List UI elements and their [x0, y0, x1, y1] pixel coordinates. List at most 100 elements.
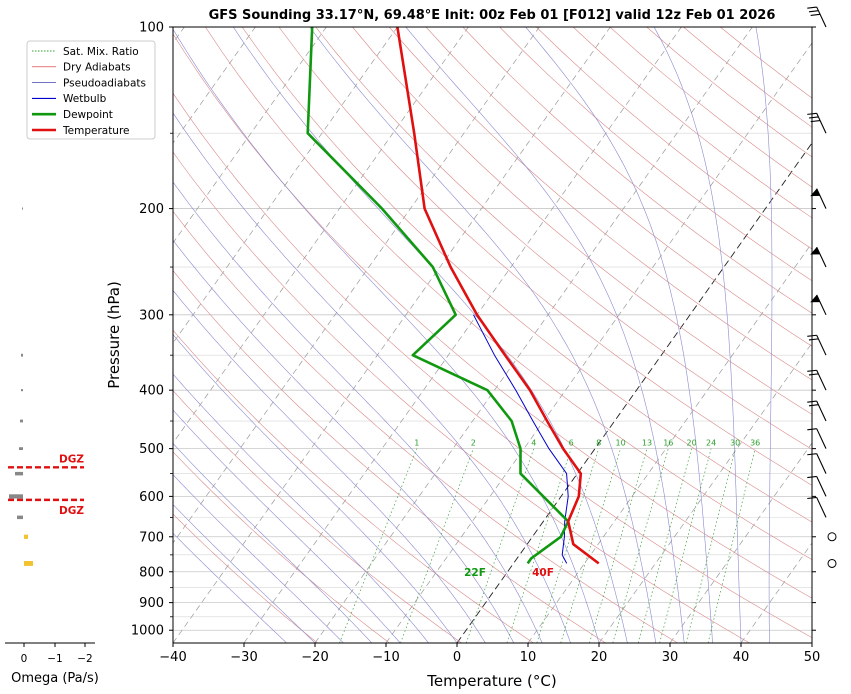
surface-dewpoint-label: 22F [464, 567, 486, 579]
barb-flag [808, 338, 819, 341]
y-tick-label: 1000 [131, 624, 164, 639]
wind-barb [807, 112, 827, 134]
y-tick-label: 700 [139, 530, 164, 545]
profile-lines [306, 27, 600, 565]
omega-tick-label: −2 [77, 653, 92, 665]
y-tick-label: 900 [139, 596, 164, 611]
dry-adiabat [646, 27, 812, 158]
pseudoadiabat [173, 181, 543, 643]
barb-staff [816, 113, 827, 134]
wind-barb [810, 246, 827, 268]
omega-bar [24, 534, 28, 539]
barb-flag [808, 10, 819, 13]
omega-bar [19, 447, 23, 450]
dry-adiabat [388, 27, 812, 381]
legend-entry-label: Wetbulb [63, 93, 107, 105]
legend-entry-label: Pseudoadiabats [63, 77, 146, 89]
series-wetbulb [473, 314, 569, 564]
pseudoadiabat [173, 409, 401, 643]
wind-barb [807, 496, 827, 518]
wind-barb [807, 428, 827, 449]
barb-flag [807, 475, 817, 479]
mixing-ratio-label: 30 [730, 439, 740, 448]
y-tick-label: 300 [139, 308, 164, 323]
pseudoadiabat [173, 289, 486, 643]
dry-adiabat [173, 329, 534, 643]
legend-entry-label: Dry Adiabats [63, 62, 131, 74]
mixing-ratio-line [339, 448, 418, 643]
pseudoadiabat [173, 442, 373, 643]
wind-barb [807, 453, 827, 474]
mixing-ratio-label: 8 [596, 439, 601, 448]
barb-staff [816, 476, 827, 497]
barb-staff [816, 335, 827, 356]
isotherm-line [385, 42, 812, 643]
barb-flag [810, 13, 821, 16]
barb-staff [816, 370, 827, 391]
wind-barb [807, 6, 827, 28]
wind-barbs [807, 6, 837, 568]
dry-adiabat [499, 27, 812, 282]
pseudoadiabat [173, 334, 458, 643]
dgz-label: DGZ [59, 453, 84, 465]
wind-barb [807, 369, 827, 391]
dry-adiabat [241, 27, 812, 523]
x-tick-label: 30 [662, 650, 679, 665]
dry-adiabat [720, 27, 812, 99]
pseudoadiabat [405, 27, 685, 643]
mixing-ratio-labels: 1 2 4 6 8 10 13 16 20 24 30 36 [414, 439, 760, 448]
dry-adiabat [425, 27, 812, 347]
isotherm-line [243, 27, 682, 643]
mixing-ratio-line [560, 448, 621, 643]
dry-adiabat [173, 151, 750, 643]
mixing-ratio-label: 13 [642, 439, 652, 448]
barb-flag [808, 404, 819, 407]
omega-bar [17, 515, 23, 520]
mixing-ratio-line [707, 448, 756, 643]
mixing-ratio-line [637, 448, 692, 643]
x-tick-label: 10 [520, 650, 537, 665]
wind-barb [807, 475, 827, 497]
mixing-ratio-line [685, 448, 736, 643]
x-tick-label: −10 [372, 650, 399, 665]
barb-flag [807, 112, 817, 115]
dry-adiabat [278, 27, 812, 486]
omega-bar [24, 561, 33, 566]
dry-adiabat [173, 33, 812, 599]
omega-bar [20, 419, 23, 423]
isotherm-line [669, 442, 812, 643]
pseudoadiabat [525, 27, 713, 643]
barb-flag [807, 453, 817, 456]
x-tick-label: −30 [230, 650, 257, 665]
pseudoadiabat [173, 28, 600, 643]
wind-barb [807, 334, 827, 356]
plot-frame [172, 26, 813, 644]
y-tick-label: 100 [139, 21, 164, 36]
barb-flag [807, 496, 817, 500]
mixing-ratio-label: 4 [531, 439, 536, 448]
mixing-ratio-line [536, 448, 600, 643]
barb-flag [807, 334, 817, 337]
barb-staff [816, 453, 827, 474]
isotherm-line [173, 27, 540, 544]
y-tick-label: 800 [139, 565, 164, 580]
barb-staff [816, 400, 827, 422]
mixing-ratio-line [589, 448, 648, 643]
pseudoadiabat [173, 373, 429, 643]
barb-flag [808, 116, 819, 119]
barb-pennant [810, 294, 821, 303]
mixing-ratio-line [612, 448, 669, 643]
calm-wind-marker [827, 558, 837, 568]
mixing-ratio-label: 20 [687, 439, 697, 448]
wind-barb [810, 294, 827, 316]
barb-staff [816, 497, 827, 518]
omega-axis-title: Omega (Pa/s) [11, 671, 99, 686]
pseudoadiabat [233, 27, 628, 643]
mixing-ratio-line [400, 448, 474, 643]
pseudoadiabat [309, 27, 657, 643]
mixing-ratio-label: 2 [471, 439, 476, 448]
dry-adiabat [462, 27, 812, 314]
omega-panel: 0 −1 −2 DGZ DGZ Omega (Pa/s) [5, 207, 99, 686]
isotherm-line [314, 27, 753, 643]
y-tick-label: 500 [139, 442, 164, 457]
